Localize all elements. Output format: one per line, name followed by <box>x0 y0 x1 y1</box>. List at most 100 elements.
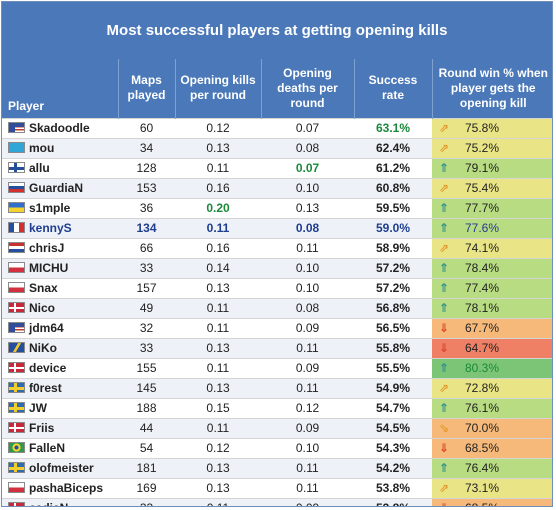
maps-played-cell: 54 <box>118 437 175 458</box>
header-player[interactable]: Player <box>2 59 118 118</box>
fr-flag-icon <box>8 222 25 233</box>
player-name: cadiaN <box>29 501 68 506</box>
table-row[interactable]: MICHU 33 0.14 0.10 57.2% ⇑ 78.4% <box>2 257 552 278</box>
down-arrow-icon: ⇓ <box>438 341 450 355</box>
opening-deaths-cell: 0.11 <box>261 477 354 498</box>
maps-played-cell: 153 <box>118 177 175 198</box>
br-flag-icon <box>8 442 25 453</box>
opening-deaths-cell: 0.09 <box>261 417 354 438</box>
player-name: Nico <box>29 301 56 315</box>
up-right-arrow-icon: ⇗ <box>438 181 450 195</box>
se-flag-icon <box>8 402 25 413</box>
se-flag-icon <box>8 462 25 473</box>
table-row[interactable]: f0rest 145 0.13 0.11 54.9% ⇗ 72.8% <box>2 377 552 398</box>
round-win-value: 77.4% <box>465 281 500 295</box>
opening-kills-cell: 0.11 <box>175 157 261 178</box>
opening-kills-cell: 0.11 <box>175 417 261 438</box>
up-right-arrow-icon: ⇗ <box>438 141 450 155</box>
round-win-cell: ⇑ 80.3% <box>432 357 552 378</box>
player-name: MICHU <box>29 261 69 275</box>
round-win-cell: ⇑ 79.1% <box>432 157 552 178</box>
round-win-value: 75.4% <box>465 181 500 195</box>
success-rate-cell: 58.9% <box>354 237 432 258</box>
table-row[interactable]: Snax 157 0.13 0.10 57.2% ⇑ 77.4% <box>2 277 552 298</box>
up-arrow-icon: ⇑ <box>438 301 450 315</box>
table-body: Skadoodle 60 0.12 0.07 63.1% ⇗ 75.8% mou 34 0.13 0… <box>2 117 552 506</box>
opening-kills-cell: 0.11 <box>175 217 261 238</box>
opening-deaths-cell: 0.10 <box>261 177 354 198</box>
table-row[interactable]: chrisJ 66 0.16 0.11 58.9% ⇗ 74.1% <box>2 237 552 258</box>
round-win-cell: ⇑ 76.4% <box>432 457 552 478</box>
opening-deaths-cell: 0.10 <box>261 437 354 458</box>
player-cell: MICHU <box>2 257 118 278</box>
table-row[interactable]: FalleN 54 0.12 0.10 54.3% ⇓ 68.5% <box>2 437 552 458</box>
player-cell: JW <box>2 397 118 418</box>
opening-deaths-cell: 0.11 <box>261 457 354 478</box>
player-name: allu <box>29 161 50 175</box>
table-title: Most successful players at getting openi… <box>2 2 552 59</box>
round-win-cell: ⇑ 77.7% <box>432 197 552 218</box>
maps-played-cell: 188 <box>118 397 175 418</box>
round-win-value: 67.7% <box>465 321 500 335</box>
header-opening-deaths[interactable]: Opening deaths per round <box>260 59 354 118</box>
table-row[interactable]: pashaBiceps 169 0.13 0.11 53.8% ⇗ 73.1% <box>2 477 552 498</box>
table-row[interactable]: GuardiaN 153 0.16 0.10 60.8% ⇗ 75.4% <box>2 177 552 198</box>
round-win-value: 76.4% <box>465 461 500 475</box>
table-row[interactable]: mou 34 0.13 0.08 62.4% ⇗ 75.2% <box>2 137 552 158</box>
player-name: mou <box>29 141 55 155</box>
table-row[interactable]: device 155 0.11 0.09 55.5% ⇑ 80.3% <box>2 357 552 378</box>
round-win-cell: ⇓ 67.7% <box>432 317 552 338</box>
round-win-cell: ⇓ 64.7% <box>432 337 552 358</box>
player-name: Snax <box>29 281 58 295</box>
header-opening-kills[interactable]: Opening kills per round <box>174 59 261 118</box>
player-name: kennyS <box>29 221 72 235</box>
header-success-rate[interactable]: Success rate <box>353 59 432 118</box>
success-rate-cell: 55.8% <box>354 337 432 358</box>
round-win-value: 77.7% <box>465 201 500 215</box>
header-round-win[interactable]: Round win % when player gets the opening… <box>431 59 552 118</box>
table-row[interactable]: cadiaN 330.110.0953.8% ⇓ 68.5% <box>2 497 552 506</box>
opening-kills-cell: 0.13 <box>175 277 261 298</box>
header-maps-played[interactable]: Maps played <box>117 59 175 118</box>
table-row[interactable]: allu 128 0.11 0.07 61.2% ⇑ 79.1% <box>2 157 552 178</box>
round-win-cell: ⇗ 75.4% <box>432 177 552 198</box>
player-cell: Snax <box>2 277 118 298</box>
down-arrow-icon: ⇓ <box>438 321 450 335</box>
kz-flag-icon <box>8 142 25 153</box>
player-cell: cadiaN <box>2 497 118 506</box>
opening-kills-cell: 0.12 <box>175 117 261 138</box>
up-right-arrow-icon: ⇗ <box>438 381 450 395</box>
maps-played-cell: 33 <box>118 337 175 358</box>
table-row[interactable]: jdm64 32 0.11 0.09 56.5% ⇓ 67.7% <box>2 317 552 338</box>
maps-played-cell: 169 <box>118 477 175 498</box>
opening-deaths-cell: 0.07 <box>261 117 354 138</box>
table-row[interactable]: s1mple 36 0.20 0.13 59.5% ⇑ 77.7% <box>2 197 552 218</box>
maps-played-cell: 36 <box>118 197 175 218</box>
player-name: pashaBiceps <box>29 481 104 495</box>
player-name: Friis <box>29 421 55 435</box>
opening-kills-cell: 0.11 <box>175 297 261 318</box>
player-name: s1mple <box>29 201 71 215</box>
table-row[interactable]: Nico 49 0.11 0.08 56.8% ⇑ 78.1% <box>2 297 552 318</box>
up-arrow-icon: ⇑ <box>438 281 450 295</box>
success-rate-cell: 54.9% <box>354 377 432 398</box>
opening-kills-cell: 0.15 <box>175 397 261 418</box>
opening-kills-cell: 0.11 <box>175 357 261 378</box>
dk-flag-icon <box>8 302 25 313</box>
maps-played-cell: 33 <box>118 497 175 506</box>
up-arrow-icon: ⇑ <box>438 161 450 175</box>
opening-kills-cell: 0.14 <box>175 257 261 278</box>
table-row[interactable]: Friis 44 0.11 0.09 54.5% ⇘ 70.0% <box>2 417 552 438</box>
table-row[interactable]: JW 188 0.15 0.12 54.7% ⇑ 76.1% <box>2 397 552 418</box>
round-win-value: 78.1% <box>465 301 500 315</box>
player-cell: olofmeister <box>2 457 118 478</box>
player-name: device <box>29 361 67 375</box>
opening-kills-cell: 0.11 <box>175 317 261 338</box>
table-row[interactable]: NiKo 33 0.13 0.11 55.8% ⇓ 64.7% <box>2 337 552 358</box>
player-name: f0rest <box>29 381 62 395</box>
table-row[interactable]: Skadoodle 60 0.12 0.07 63.1% ⇗ 75.8% <box>2 117 552 138</box>
table-row[interactable]: olofmeister 181 0.13 0.11 54.2% ⇑ 76.4% <box>2 457 552 478</box>
table-row[interactable]: kennyS 134 0.11 0.08 59.0% ⇑ 77.6% <box>2 217 552 238</box>
se-flag-icon <box>8 382 25 393</box>
round-win-value: 78.4% <box>465 261 500 275</box>
